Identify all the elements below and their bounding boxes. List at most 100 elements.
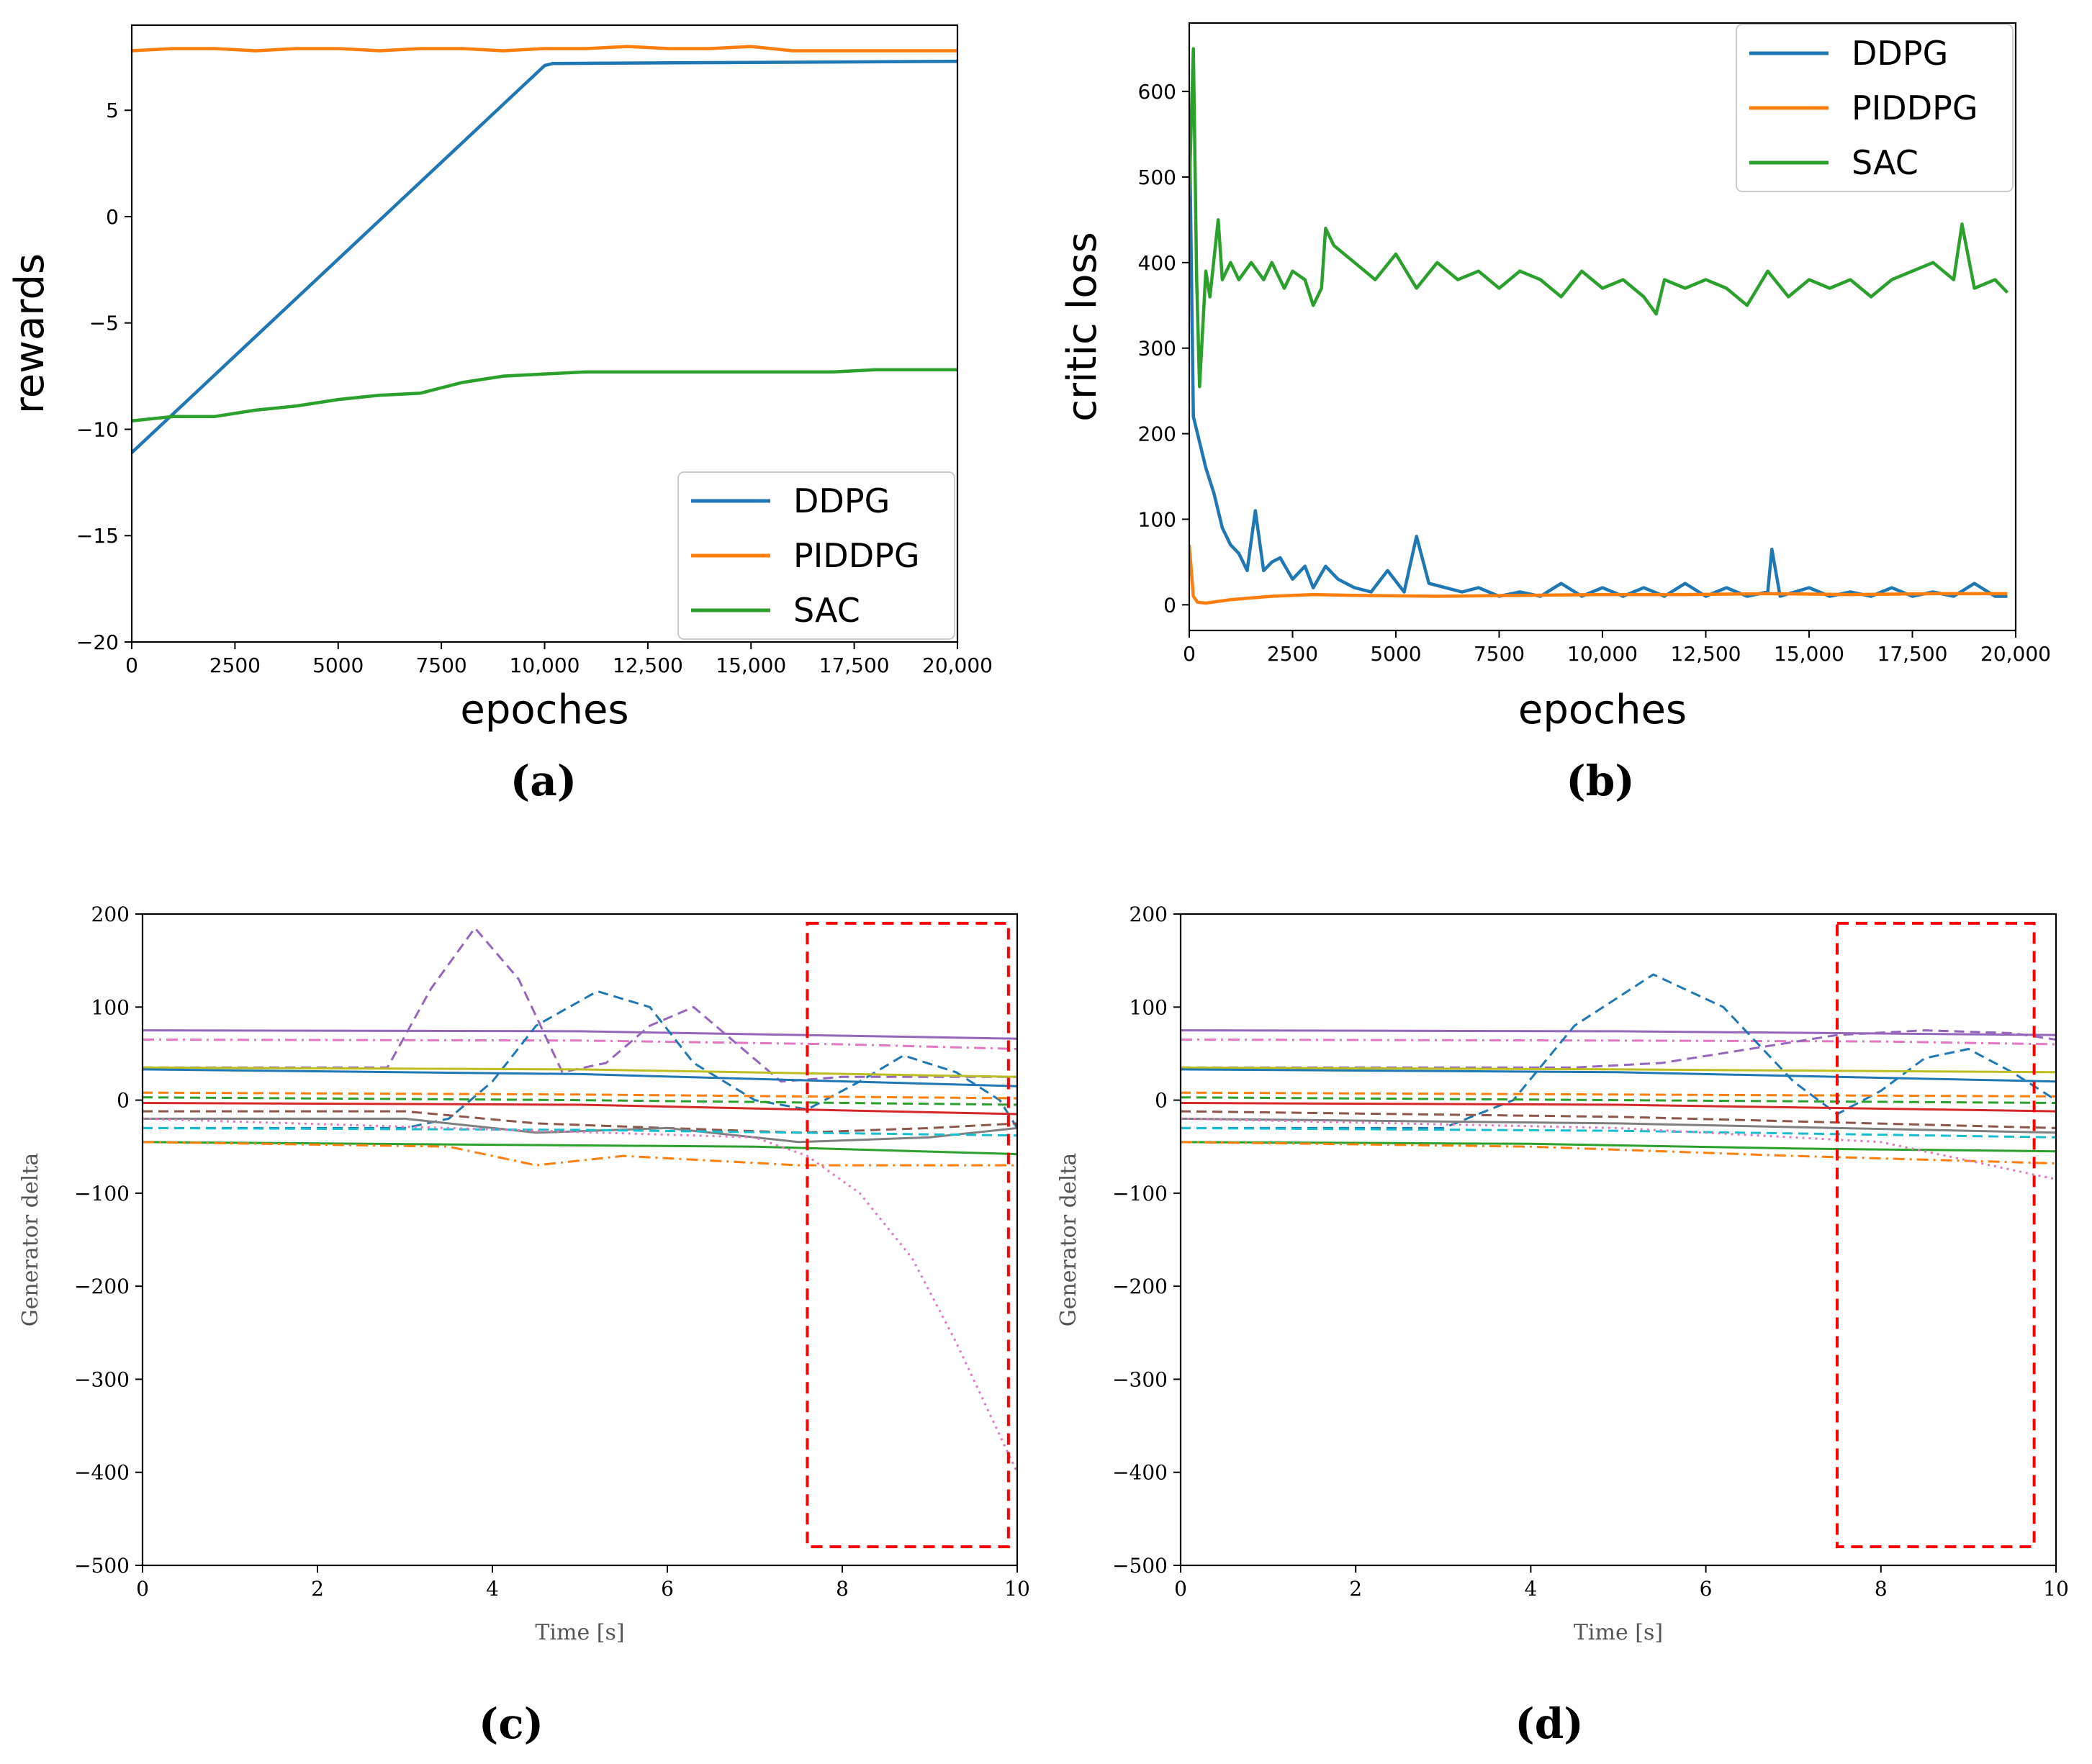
x-tick-label: 0 bbox=[125, 653, 138, 677]
y-tick-label: 0 bbox=[1163, 593, 1176, 617]
x-tick-label: 4 bbox=[486, 1577, 499, 1601]
x-tick-label: 0 bbox=[1183, 642, 1196, 666]
legend-box bbox=[677, 471, 955, 640]
y-tick-label: 300 bbox=[1138, 337, 1176, 361]
y-axis-label: Generator delta bbox=[1056, 1153, 1081, 1327]
x-tick-label: 5000 bbox=[1370, 642, 1421, 666]
chart-c: 0 2 4 6 8 10 −500 −400 −300 −200 −100 0 100 200 Time [… bbox=[18, 903, 1030, 1748]
x-tick-label: 15,000 bbox=[1774, 642, 1844, 666]
y-tick-label: 400 bbox=[1138, 251, 1176, 275]
x-tick-label: 6 bbox=[661, 1577, 674, 1601]
panel-caption: (a) bbox=[510, 756, 577, 805]
y-tick-label: 200 bbox=[1130, 903, 1168, 926]
x-tick-label: 7500 bbox=[1474, 642, 1525, 666]
x-axis-label: Time [s] bbox=[1574, 1620, 1663, 1645]
y-tick-label: −400 bbox=[74, 1461, 130, 1485]
y-axis-label: critic loss bbox=[1059, 232, 1106, 422]
series-line-d-gen-9 bbox=[1181, 1102, 2056, 1113]
y-tick-label: 500 bbox=[1138, 166, 1176, 189]
panel-caption: (d) bbox=[1515, 1699, 1583, 1748]
series-line-c-gen-4 bbox=[143, 990, 1017, 1129]
y-tick-label: 600 bbox=[1138, 80, 1176, 104]
panel-caption: (c) bbox=[479, 1699, 544, 1748]
y-tick-label: 5 bbox=[106, 99, 119, 122]
y-tick-label: −100 bbox=[74, 1182, 130, 1206]
series-line-d-gen-8 bbox=[1181, 1096, 2056, 1104]
legend-box bbox=[1736, 24, 2014, 192]
x-tick-label: 0 bbox=[136, 1577, 149, 1601]
legend-label-ddpg: DDPG bbox=[1852, 34, 1948, 73]
series-line-c-gen-2 bbox=[143, 1039, 1017, 1050]
legend-label-sac: SAC bbox=[793, 591, 860, 630]
y-tick-label: −200 bbox=[74, 1275, 130, 1298]
x-tick-label: 4 bbox=[1524, 1577, 1537, 1601]
y-tick-label: −200 bbox=[1112, 1275, 1168, 1298]
series-line-b-piddpg bbox=[1189, 544, 2008, 605]
series-line-a-piddpg bbox=[132, 45, 957, 53]
y-tick-label: 100 bbox=[1130, 995, 1168, 1019]
y-axis-label: rewards bbox=[6, 253, 53, 414]
x-tick-label: 5000 bbox=[312, 653, 364, 677]
legend-label-piddpg: PIDDPG bbox=[1852, 89, 1978, 127]
y-axis-label: Generator delta bbox=[18, 1153, 43, 1327]
series-line-d-gen-1 bbox=[1181, 1029, 2056, 1036]
x-axis-label: Time [s] bbox=[535, 1620, 624, 1645]
series-line-c-gen-3 bbox=[143, 926, 1017, 1083]
plot-frame bbox=[141, 913, 1019, 1567]
x-tick-label: 12,500 bbox=[613, 653, 683, 677]
legend-label-sac: SAC bbox=[1852, 143, 1919, 182]
x-tick-label: 10,000 bbox=[1567, 642, 1638, 666]
series-line-d-gen-11 bbox=[1181, 1117, 2056, 1134]
legend-label-piddpg: PIDDPG bbox=[793, 536, 920, 575]
x-tick-label: 10 bbox=[1004, 1577, 1030, 1601]
x-tick-label: 17,500 bbox=[819, 653, 890, 677]
x-tick-label: 2500 bbox=[209, 653, 261, 677]
x-tick-label: 0 bbox=[1174, 1577, 1187, 1601]
chart-b: 0 2500 5000 7500 10,000 12,500 15,000 17,500 20,… bbox=[1059, 22, 2051, 805]
x-tick-label: 2 bbox=[1349, 1577, 1362, 1601]
series-line-d-gen-12 bbox=[1181, 1126, 2056, 1139]
x-tick-label: 8 bbox=[836, 1577, 849, 1601]
y-tick-label: 0 bbox=[106, 205, 119, 229]
x-tick-label: 20,000 bbox=[1980, 642, 2051, 666]
series-line-c-gen-9 bbox=[143, 1102, 1017, 1116]
x-axis-label: epoches bbox=[460, 687, 628, 733]
series-line-c-gen-15 bbox=[143, 1117, 1017, 1473]
x-tick-label: 2500 bbox=[1267, 642, 1318, 666]
series-line-c-gen-7 bbox=[143, 1091, 1017, 1100]
y-tick-label: −300 bbox=[1112, 1367, 1168, 1391]
x-tick-label: 12,500 bbox=[1671, 642, 1741, 666]
series-line-a-ddpg bbox=[132, 59, 957, 454]
series-line-c-gen-5 bbox=[143, 1066, 1017, 1078]
y-tick-label: 0 bbox=[1155, 1089, 1168, 1113]
x-tick-label: 20,000 bbox=[922, 653, 993, 677]
series-line-c-gen-13 bbox=[143, 1141, 1017, 1156]
series-line-d-gen-14 bbox=[1181, 1141, 2056, 1164]
series-line-d-gen-7 bbox=[1181, 1091, 2056, 1098]
y-tick-label: −100 bbox=[1112, 1182, 1168, 1206]
series-line-c-gen-1 bbox=[143, 1029, 1017, 1040]
x-tick-label: 8 bbox=[1875, 1577, 1888, 1601]
y-tick-label: −500 bbox=[1112, 1554, 1168, 1578]
y-tick-label: −10 bbox=[76, 417, 119, 441]
x-axis-label: epoches bbox=[1518, 687, 1687, 733]
series-line-d-gen-10 bbox=[1181, 1110, 2056, 1129]
series-line-d-gen-5 bbox=[1181, 1066, 2056, 1074]
series-line-c-gen-8 bbox=[143, 1096, 1017, 1106]
series-line-b-sac bbox=[1189, 47, 2009, 389]
series-line-d-gen-13 bbox=[1181, 1141, 2056, 1153]
x-tick-label: 17,500 bbox=[1877, 642, 1948, 666]
panel-caption: (b) bbox=[1566, 756, 1634, 805]
plot-frame bbox=[1179, 913, 2057, 1567]
highlight-box bbox=[806, 921, 1010, 1549]
y-tick-label: 100 bbox=[91, 995, 130, 1019]
y-tick-label: 0 bbox=[117, 1089, 130, 1113]
chart-d: 0 2 4 6 8 10 −500 −400 −300 −200 −100 0 100 200 Time [… bbox=[1056, 903, 2069, 1748]
y-tick-label: −20 bbox=[76, 630, 119, 654]
series-line-c-gen-11 bbox=[143, 1117, 1017, 1144]
y-tick-label: −500 bbox=[74, 1554, 130, 1578]
chart-a: 0 2500 5000 7500 10,000 12,500 15,000 17,500 20,… bbox=[6, 24, 993, 805]
x-tick-label: 10,000 bbox=[510, 653, 580, 677]
series-line-c-gen-14 bbox=[143, 1141, 1017, 1167]
